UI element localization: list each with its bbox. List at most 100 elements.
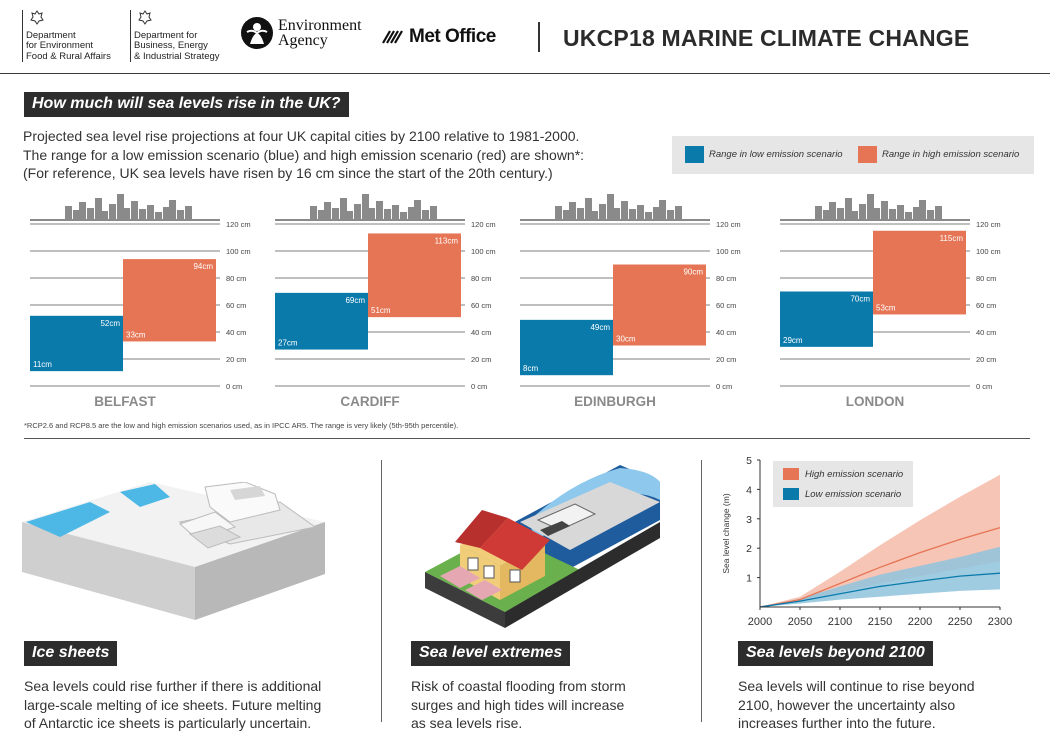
uncertainty-band-low xyxy=(760,546,1000,607)
skyline-building xyxy=(354,204,361,220)
skyline-building xyxy=(79,202,86,220)
beyond-text-line-3: increases further into the future. xyxy=(738,715,936,731)
skyline-building xyxy=(645,212,652,220)
city-label: LONDON xyxy=(846,394,905,409)
range-bar-high xyxy=(123,259,216,342)
sea-level-heading: How much will sea levels rise in the UK? xyxy=(24,92,349,117)
skyline-building xyxy=(653,207,660,220)
skyline-building xyxy=(368,208,375,220)
skyline-building xyxy=(392,205,399,220)
y-axis-label: Sea level change (m) xyxy=(721,493,731,573)
y-tick-label: 100 cm xyxy=(471,247,496,256)
flooded-houses-illustration xyxy=(425,465,660,628)
skyline-building xyxy=(117,194,124,220)
skyline-ground xyxy=(30,219,220,221)
beyond-2100-heading: Sea levels beyond 2100 xyxy=(738,641,933,666)
beis-crest-icon xyxy=(138,10,152,25)
city-chart-belfast: 0 cm 20 cm 40 cm 60 cm 80 cm 100 cm 120 cm 52cm… xyxy=(30,194,251,409)
skyline-building xyxy=(873,208,880,220)
y-tick-label: 5 xyxy=(746,455,752,467)
skyline-building xyxy=(109,204,116,220)
city-skyline-icon xyxy=(275,194,465,221)
intro-line-2: The range for a low emission scenario (b… xyxy=(23,146,585,163)
column-separator-1 xyxy=(381,460,382,722)
y-tick-label: 120 cm xyxy=(226,220,251,229)
header: Department for Environment Food & Rural … xyxy=(0,0,1050,74)
y-tick-label: 1 xyxy=(746,573,752,585)
skyline-building xyxy=(169,200,176,220)
skyline-building xyxy=(913,207,920,220)
beis-logo: Department for Business, Energy & Indust… xyxy=(130,10,220,62)
bar-high-label: 113cm xyxy=(435,236,459,245)
column-separator-2 xyxy=(701,460,702,722)
skyline-building xyxy=(919,200,926,220)
beis-line-3: & Industrial Strategy xyxy=(134,50,220,62)
beis-line-2: Business, Energy xyxy=(134,40,208,51)
y-tick-label: 120 cm xyxy=(471,220,496,229)
y-tick-label: 40 cm xyxy=(716,328,736,337)
section-divider xyxy=(24,438,1030,439)
y-tick-label: 0 cm xyxy=(471,382,487,391)
bar-low-label: 29cm xyxy=(783,336,803,345)
skyline-building xyxy=(927,210,934,220)
line-legend-high-swatch xyxy=(783,468,799,480)
skyline-building xyxy=(569,202,576,220)
skyline-building xyxy=(577,208,584,220)
city-skyline-icon xyxy=(30,194,220,221)
skyline-building xyxy=(621,201,628,220)
legend-low-label: Range in low emission scenario xyxy=(709,149,843,160)
y-tick-label: 20 cm xyxy=(471,355,491,364)
line-legend-high-label: High emission scenario xyxy=(805,468,904,480)
y-tick-label: 0 cm xyxy=(226,382,242,391)
skyline-building xyxy=(659,200,666,220)
city-chart-cardiff: 0 cm 20 cm 40 cm 60 cm 80 cm 100 cm 120 cm 69cm… xyxy=(275,194,496,409)
city-label: CARDIFF xyxy=(340,394,399,409)
bar-low-label: 33cm xyxy=(126,330,146,339)
skyline-building xyxy=(340,198,347,220)
skyline-building xyxy=(346,211,353,220)
y-tick-label: 0 cm xyxy=(716,382,732,391)
skyline-building xyxy=(131,201,138,220)
line-legend-low: Low emission scenario xyxy=(783,488,901,500)
skyline-building xyxy=(629,209,636,220)
y-tick-label: 0 cm xyxy=(976,382,992,391)
defra-line-3: Food & Rural Affairs xyxy=(26,50,111,62)
skyline-building xyxy=(851,211,858,220)
skyline-building xyxy=(139,209,146,220)
bar-high-label: 70cm xyxy=(850,295,870,304)
y-tick-label: 3 xyxy=(746,514,752,526)
skyline-building xyxy=(123,208,130,220)
x-tick-label: 2000 xyxy=(748,616,772,628)
y-tick-label: 2 xyxy=(746,543,752,555)
legend-high-label: Range in high emission scenario xyxy=(882,149,1020,160)
y-tick-label: 80 cm xyxy=(976,274,996,283)
environment-agency-logo-icon xyxy=(241,17,273,49)
beis-line-1: Department for xyxy=(134,29,198,41)
skyline-building xyxy=(318,210,325,220)
skyline-building xyxy=(867,194,874,220)
header-divider xyxy=(538,22,540,52)
skyline-building xyxy=(310,206,317,220)
bar-high-label: 115cm xyxy=(940,234,964,243)
city-chart-edinburgh: 0 cm 20 cm 40 cm 60 cm 80 cm 100 cm 120 cm 49cm… xyxy=(520,194,741,409)
footnote: *RCP2.6 and RCP8.5 are the low and high … xyxy=(24,421,459,430)
skyline-building xyxy=(607,194,614,220)
skyline-building xyxy=(935,206,942,220)
y-tick-label: 20 cm xyxy=(976,355,996,364)
page-title: UKCP18 MARINE CLIMATE CHANGE xyxy=(563,25,970,51)
skyline-building xyxy=(599,204,606,220)
y-tick-label: 80 cm xyxy=(471,274,491,283)
ea-line-2: Agency xyxy=(278,32,328,49)
skyline-building xyxy=(185,206,192,220)
defra-logo: Department for Environment Food & Rural … xyxy=(22,10,111,62)
line-legend-low-label: Low emission scenario xyxy=(805,488,902,500)
skyline-building xyxy=(414,200,421,220)
skyline-building xyxy=(73,210,80,220)
skyline-building xyxy=(400,212,407,220)
met-office-logo-icon xyxy=(382,30,403,44)
skyline-building xyxy=(823,210,830,220)
range-bar-low xyxy=(275,292,368,350)
skyline-building xyxy=(889,209,896,220)
skyline-building xyxy=(637,205,644,220)
city-chart-london: 0 cm 20 cm 40 cm 60 cm 80 cm 100 cm 120 cm 70cm… xyxy=(780,194,1001,409)
